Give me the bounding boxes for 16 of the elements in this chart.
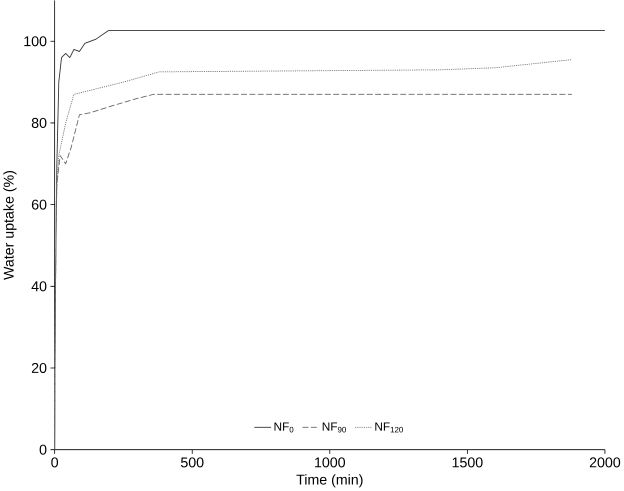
x-tick-label: 500 xyxy=(180,458,204,468)
y-axis-title: Water uptake (%) xyxy=(3,171,17,280)
legend-label: NF$_{90}$ xyxy=(322,422,346,433)
x-tick-label: 0 xyxy=(51,458,58,468)
y-tick-label: 40 xyxy=(32,281,46,292)
y-tick-label: 0 xyxy=(40,444,46,455)
x-tick-label: 1500 xyxy=(452,458,483,468)
y-tick-label: 100 xyxy=(24,36,46,46)
y-tick-label: 60 xyxy=(32,200,46,210)
x-tick-label: 1000 xyxy=(315,458,346,468)
x-axis-title: Time (min) xyxy=(296,474,363,488)
y-tick-label: 80 xyxy=(32,118,46,128)
x-tick-label: 2000 xyxy=(590,458,620,468)
y-tick-label: 20 xyxy=(32,363,46,374)
legend-label: NF$_{0}$ xyxy=(274,422,294,433)
legend-label: NF$_{120}$ xyxy=(375,422,403,433)
